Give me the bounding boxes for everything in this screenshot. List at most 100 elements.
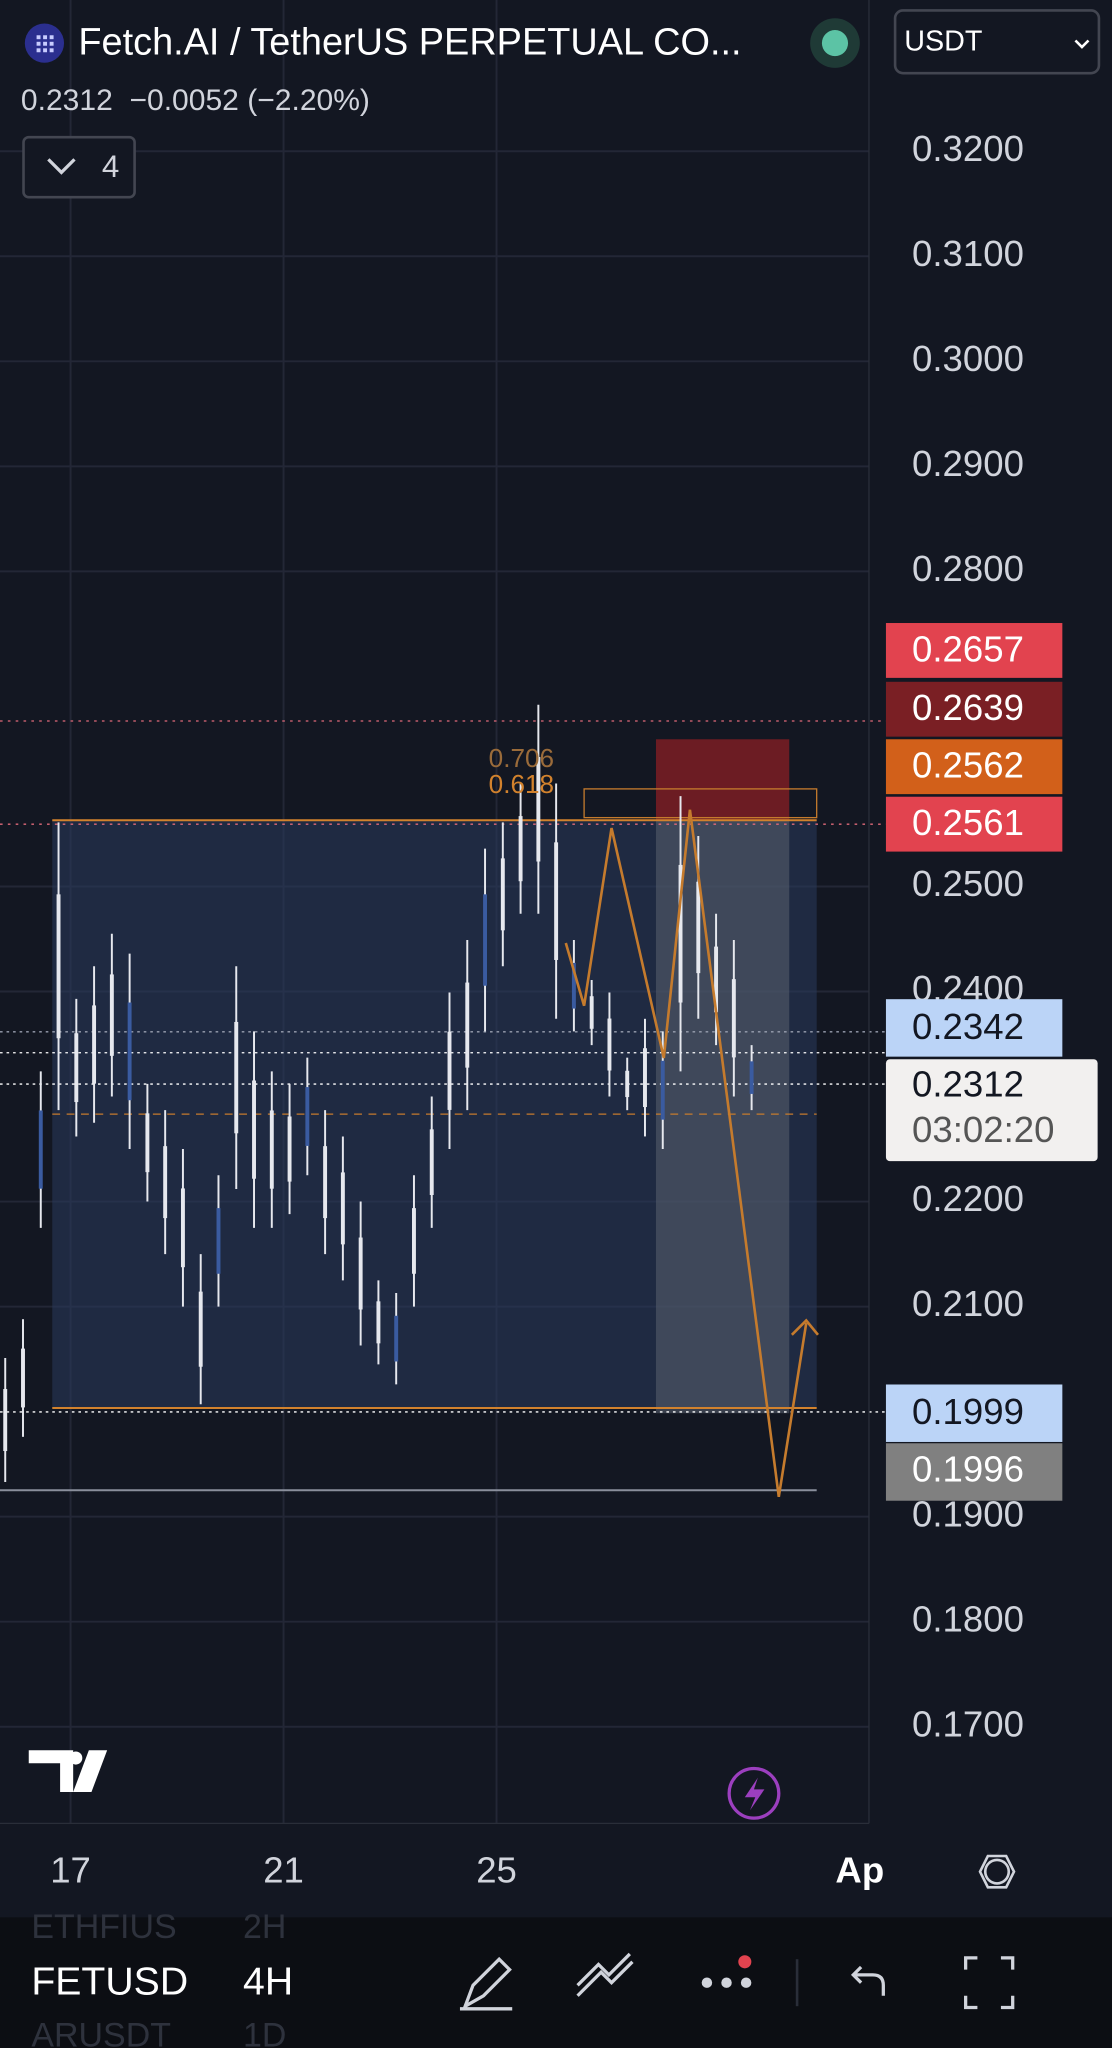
candle-body bbox=[92, 1005, 97, 1084]
draw-tool[interactable] bbox=[459, 1956, 513, 2011]
candle-body bbox=[554, 842, 559, 960]
symbol-title[interactable]: Fetch.AI / TetherUS PERPETUAL CO... bbox=[78, 21, 741, 63]
status-dot bbox=[821, 30, 849, 57]
candle-body bbox=[465, 982, 470, 1068]
time-axis: 17 21 25 Ap bbox=[50, 1850, 884, 1891]
stop-box bbox=[655, 739, 790, 821]
y-tick-label: 0.2500 bbox=[912, 863, 1024, 904]
fib-zone bbox=[583, 788, 818, 819]
candle-body bbox=[3, 1389, 8, 1452]
candle-body bbox=[252, 1080, 256, 1179]
price-badge-text: 0.1999 bbox=[912, 1391, 1024, 1432]
tv-logo-dot bbox=[69, 1751, 83, 1765]
symbol-icon-dots bbox=[36, 35, 54, 53]
candle-body bbox=[589, 996, 594, 1029]
candle-body bbox=[109, 974, 114, 1056]
price-badge-text: 0.2342 bbox=[912, 1006, 1024, 1047]
candle-body bbox=[180, 1188, 185, 1268]
y-tick-label: 0.3000 bbox=[912, 338, 1024, 379]
indicators-toggle[interactable] bbox=[22, 135, 136, 199]
candle-body bbox=[607, 1018, 612, 1071]
y-tick-label: 0.3100 bbox=[912, 233, 1024, 274]
lightning-button[interactable] bbox=[727, 1766, 781, 1820]
toolbar bbox=[0, 1917, 1112, 2048]
candle-body bbox=[216, 1208, 221, 1274]
x-tick-label: 21 bbox=[263, 1850, 304, 1891]
candle-body bbox=[56, 894, 61, 1039]
candle-body bbox=[571, 962, 576, 1009]
price-badge bbox=[885, 1443, 1063, 1501]
settings-hex bbox=[978, 1854, 1016, 1889]
symbol-option[interactable]: ETHFIUS bbox=[31, 1908, 176, 1946]
symbol-option[interactable]: ARUSDT bbox=[31, 2017, 171, 2048]
symbol-selected[interactable]: FETUSD bbox=[31, 1960, 188, 2003]
candle-body bbox=[536, 757, 541, 862]
short-position-box bbox=[655, 820, 790, 1414]
x-tick-label: 17 bbox=[50, 1850, 91, 1891]
candle-body bbox=[74, 1033, 79, 1103]
candle-body bbox=[198, 1291, 203, 1367]
y-tick-label: 0.2900 bbox=[912, 443, 1024, 484]
interval-option[interactable]: 2H bbox=[243, 1908, 286, 1946]
tv-logo[interactable] bbox=[28, 1750, 108, 1792]
y-tick-label: 0.3200 bbox=[912, 128, 1024, 169]
y-tick-label: 0.2200 bbox=[912, 1178, 1024, 1219]
candle-body bbox=[412, 1208, 416, 1274]
dropdown-chevron bbox=[1074, 39, 1090, 49]
price-badge-text: 0.2561 bbox=[912, 802, 1024, 843]
y-tick-label: 0.1700 bbox=[912, 1703, 1024, 1744]
candle-body bbox=[696, 881, 701, 974]
y-tick-label: 0.2800 bbox=[912, 548, 1024, 589]
price-axis: 0.32000.31000.30000.29000.28000.25000.24… bbox=[912, 128, 1024, 1744]
quote: 0.2312 −0.0052 (−2.20%) bbox=[21, 84, 370, 117]
fib-label: 0.706 bbox=[489, 743, 554, 773]
y-tick-label: 0.1800 bbox=[912, 1598, 1024, 1639]
price-badge bbox=[885, 796, 1063, 852]
candle-body bbox=[305, 1087, 310, 1146]
candle-body bbox=[127, 1002, 132, 1101]
interval-option[interactable]: 1D bbox=[243, 2017, 286, 2048]
more-button[interactable] bbox=[701, 1977, 752, 1988]
trend-tool[interactable] bbox=[576, 1952, 634, 1997]
candle-body bbox=[38, 1110, 43, 1189]
candle-body bbox=[678, 864, 683, 1003]
price-badge bbox=[885, 681, 1063, 737]
notification-dot bbox=[738, 1955, 752, 1969]
candle-body bbox=[145, 1113, 150, 1173]
candle-body bbox=[376, 1301, 381, 1344]
x-tick-label: Ap bbox=[835, 1850, 884, 1891]
undo-button[interactable] bbox=[850, 1965, 885, 1996]
candle-body bbox=[340, 1172, 345, 1245]
indicators-count: 4 bbox=[102, 149, 119, 184]
x-tick-label: 25 bbox=[476, 1850, 517, 1891]
candle-body bbox=[358, 1237, 363, 1310]
candle-body bbox=[429, 1129, 434, 1195]
candle-body bbox=[625, 1070, 630, 1098]
candle-body bbox=[483, 894, 488, 986]
price-badge-text: 0.2312 bbox=[912, 1063, 1024, 1104]
settings-icon[interactable] bbox=[983, 1858, 1011, 1885]
lightning-icon bbox=[744, 1777, 765, 1811]
currency-text: USDT bbox=[904, 26, 982, 58]
fib-label: 0.618 bbox=[489, 769, 554, 799]
price-badge-text: 0.2639 bbox=[912, 687, 1024, 728]
projection-path bbox=[564, 809, 808, 1498]
projection-arrow bbox=[790, 1318, 820, 1336]
last-price-badge bbox=[885, 1059, 1098, 1162]
candle-body bbox=[731, 979, 736, 1058]
price-badge-text: 0.2562 bbox=[912, 745, 1024, 786]
price-badge-text: 0.1996 bbox=[912, 1449, 1024, 1490]
candle-body bbox=[269, 1110, 274, 1189]
interval-selected[interactable]: 4H bbox=[243, 1960, 293, 2003]
currency-select[interactable] bbox=[893, 9, 1101, 75]
candle-body bbox=[660, 1060, 665, 1120]
fullscreen-button[interactable] bbox=[964, 1956, 1015, 2010]
candle-body bbox=[234, 1021, 239, 1134]
candle-body bbox=[287, 1116, 292, 1182]
candle-body bbox=[163, 1146, 168, 1219]
price-badge bbox=[885, 739, 1063, 795]
price-badge bbox=[885, 1384, 1063, 1442]
price-badge-text: 0.2657 bbox=[912, 628, 1024, 669]
